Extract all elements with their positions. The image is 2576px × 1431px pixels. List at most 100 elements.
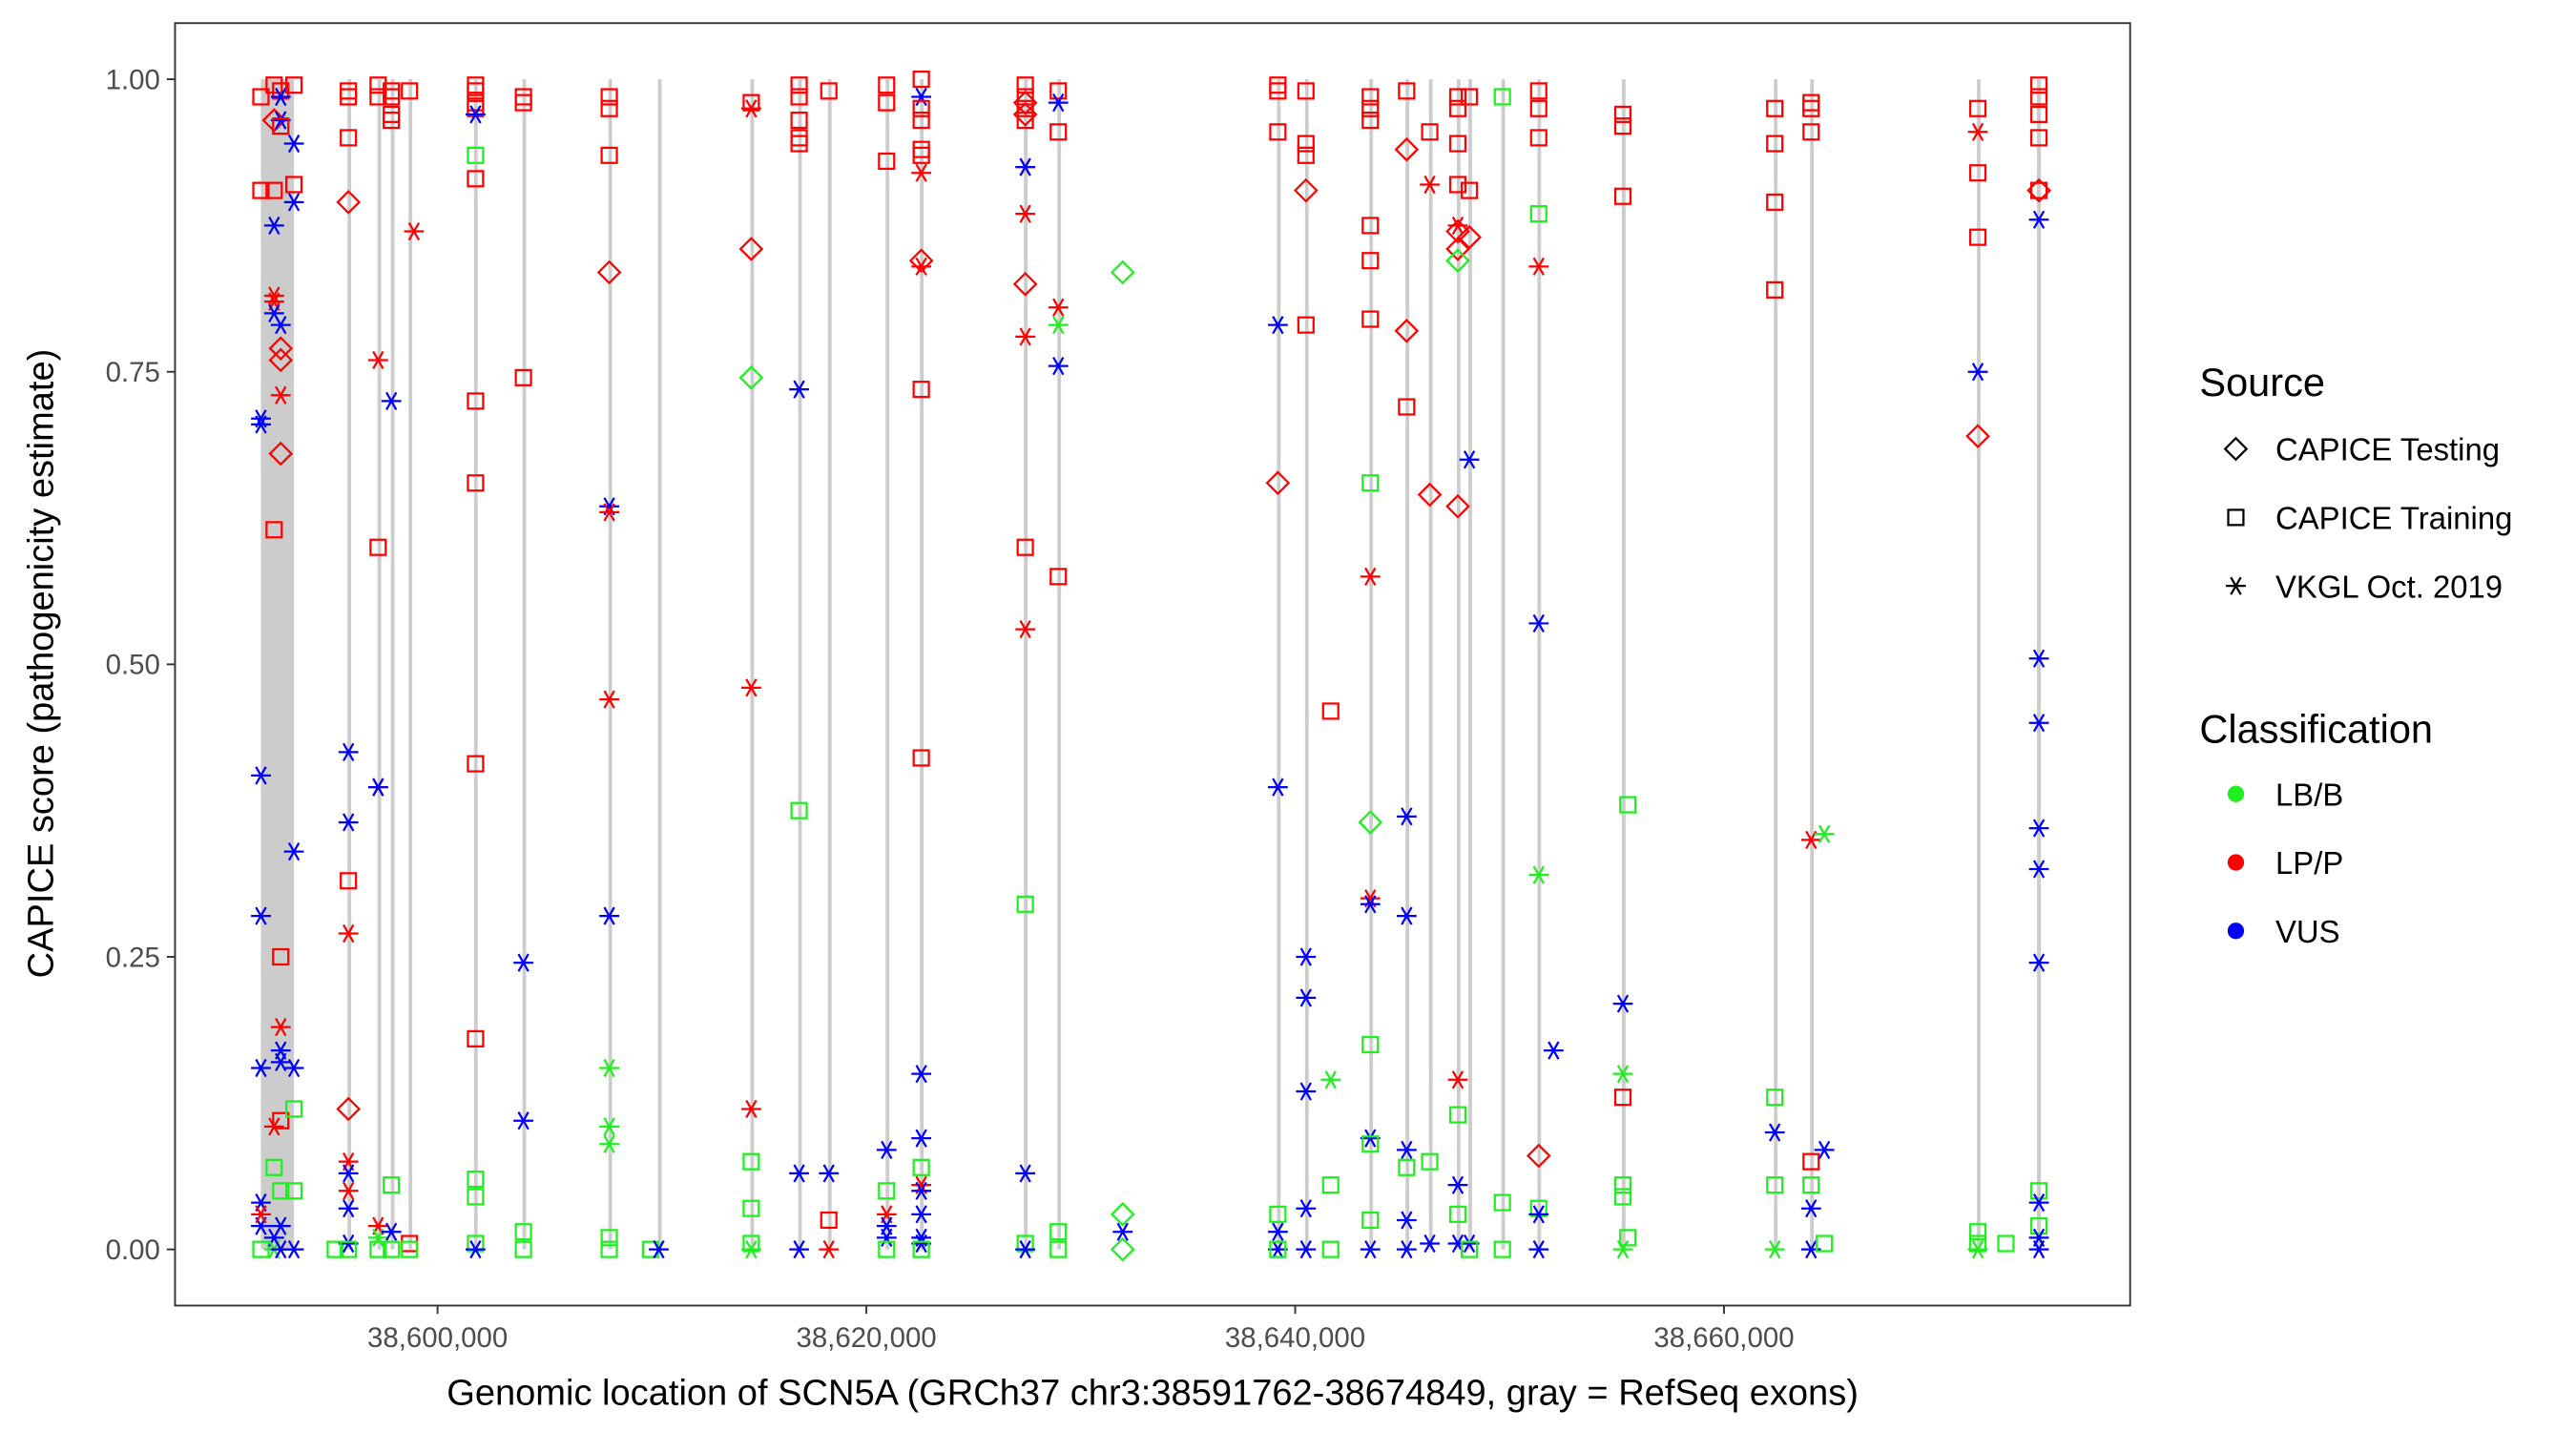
legend-title-source: Source — [2199, 360, 2325, 404]
data-point — [283, 1240, 304, 1259]
data-point — [1361, 1035, 1380, 1054]
data-point — [1766, 99, 1784, 117]
data-point — [1445, 493, 1470, 519]
data-point — [1447, 216, 1468, 236]
data-point — [1493, 1240, 1511, 1258]
data-point — [369, 88, 387, 106]
data-point — [878, 1240, 896, 1258]
data-point — [1396, 906, 1417, 925]
legend-label: LP/P — [2275, 845, 2343, 881]
data-point — [1967, 1240, 1988, 1259]
data-point — [1814, 824, 1835, 843]
data-point — [1448, 1106, 1467, 1124]
data-point — [1461, 88, 1479, 106]
exon-band — [920, 79, 924, 1250]
data-point — [1529, 205, 1548, 223]
data-point — [820, 82, 838, 100]
data-point — [270, 1216, 291, 1235]
data-point — [1361, 111, 1380, 130]
data-point — [252, 88, 270, 106]
data-point — [401, 82, 419, 100]
exon-band — [1501, 79, 1506, 1250]
data-point — [790, 76, 808, 94]
data-point — [1448, 1205, 1467, 1223]
data-point — [599, 1058, 619, 1078]
data-point — [912, 71, 930, 89]
data-point — [1360, 1240, 1381, 1259]
data-point — [1112, 1222, 1133, 1241]
data-point — [912, 749, 930, 767]
data-point — [338, 923, 359, 944]
data-point — [383, 1176, 401, 1194]
data-point — [911, 1181, 932, 1200]
data-point — [401, 1240, 419, 1258]
data-point — [1543, 1041, 1564, 1060]
data-point — [1766, 1089, 1784, 1107]
data-point — [1296, 1082, 1317, 1101]
x-axis: 38,600,000 38,620,000 38,640,000 38,660,000 — [367, 1305, 1795, 1354]
y-axis: 0.00 0.25 0.50 0.75 1.00 — [106, 64, 176, 1266]
data-point — [1802, 99, 1820, 117]
data-point — [513, 1111, 533, 1130]
data-point — [1015, 1164, 1036, 1183]
data-point — [1612, 994, 1633, 1013]
data-point — [1360, 567, 1381, 586]
data-point — [742, 1199, 760, 1217]
data-point — [1967, 363, 1988, 382]
data-point — [1361, 217, 1380, 235]
data-point — [285, 1100, 303, 1118]
data-point — [467, 474, 485, 492]
data-point — [1445, 237, 1470, 261]
data-point — [285, 1182, 303, 1200]
data-point — [1802, 1176, 1820, 1194]
data-point — [1396, 1211, 1417, 1230]
data-point — [2029, 181, 2048, 199]
data-point — [789, 1240, 809, 1259]
data-point — [1528, 1240, 1549, 1259]
data-point — [1421, 1152, 1439, 1171]
data-point — [338, 1181, 359, 1200]
data-point — [2029, 76, 2048, 94]
data-point — [336, 190, 362, 215]
data-point — [1448, 135, 1467, 153]
data-point — [1448, 88, 1467, 106]
data-point — [1015, 327, 1036, 346]
data-point — [1613, 105, 1632, 123]
data-point — [251, 1058, 271, 1078]
data-point — [514, 1223, 532, 1241]
data-point — [2028, 649, 2049, 668]
exon-band — [1537, 79, 1542, 1250]
data-point — [1528, 1205, 1549, 1224]
data-point — [2028, 714, 2049, 733]
data-point — [1457, 224, 1482, 250]
data-point — [1012, 271, 1038, 297]
exon-band — [1977, 79, 1981, 1250]
data-point — [1293, 177, 1319, 203]
exon-band-layer — [260, 79, 2042, 1250]
x-tick-label: 38,640,000 — [1225, 1322, 1365, 1354]
data-point — [381, 391, 402, 410]
data-point — [912, 1240, 930, 1258]
data-point — [1461, 1240, 1479, 1258]
data-point — [367, 350, 388, 370]
data-point — [911, 257, 932, 276]
data-point — [1398, 82, 1416, 100]
data-point — [1269, 82, 1287, 100]
data-point — [1048, 298, 1069, 317]
data-point — [1814, 1140, 1835, 1159]
data-point — [272, 1111, 290, 1130]
data-point — [1445, 248, 1470, 274]
data-point — [1396, 1240, 1417, 1259]
data-point — [2029, 88, 2048, 106]
data-point — [1965, 424, 1990, 449]
data-point — [1012, 102, 1038, 127]
data-point — [285, 176, 303, 194]
legend-key-asterisk-icon — [2226, 576, 2246, 595]
data-point — [466, 105, 486, 124]
exon-band — [1057, 79, 1062, 1250]
data-point — [1361, 88, 1380, 106]
data-point — [326, 1240, 344, 1258]
data-point — [1396, 807, 1417, 826]
data-point — [1267, 316, 1288, 335]
data-point — [338, 1164, 359, 1183]
